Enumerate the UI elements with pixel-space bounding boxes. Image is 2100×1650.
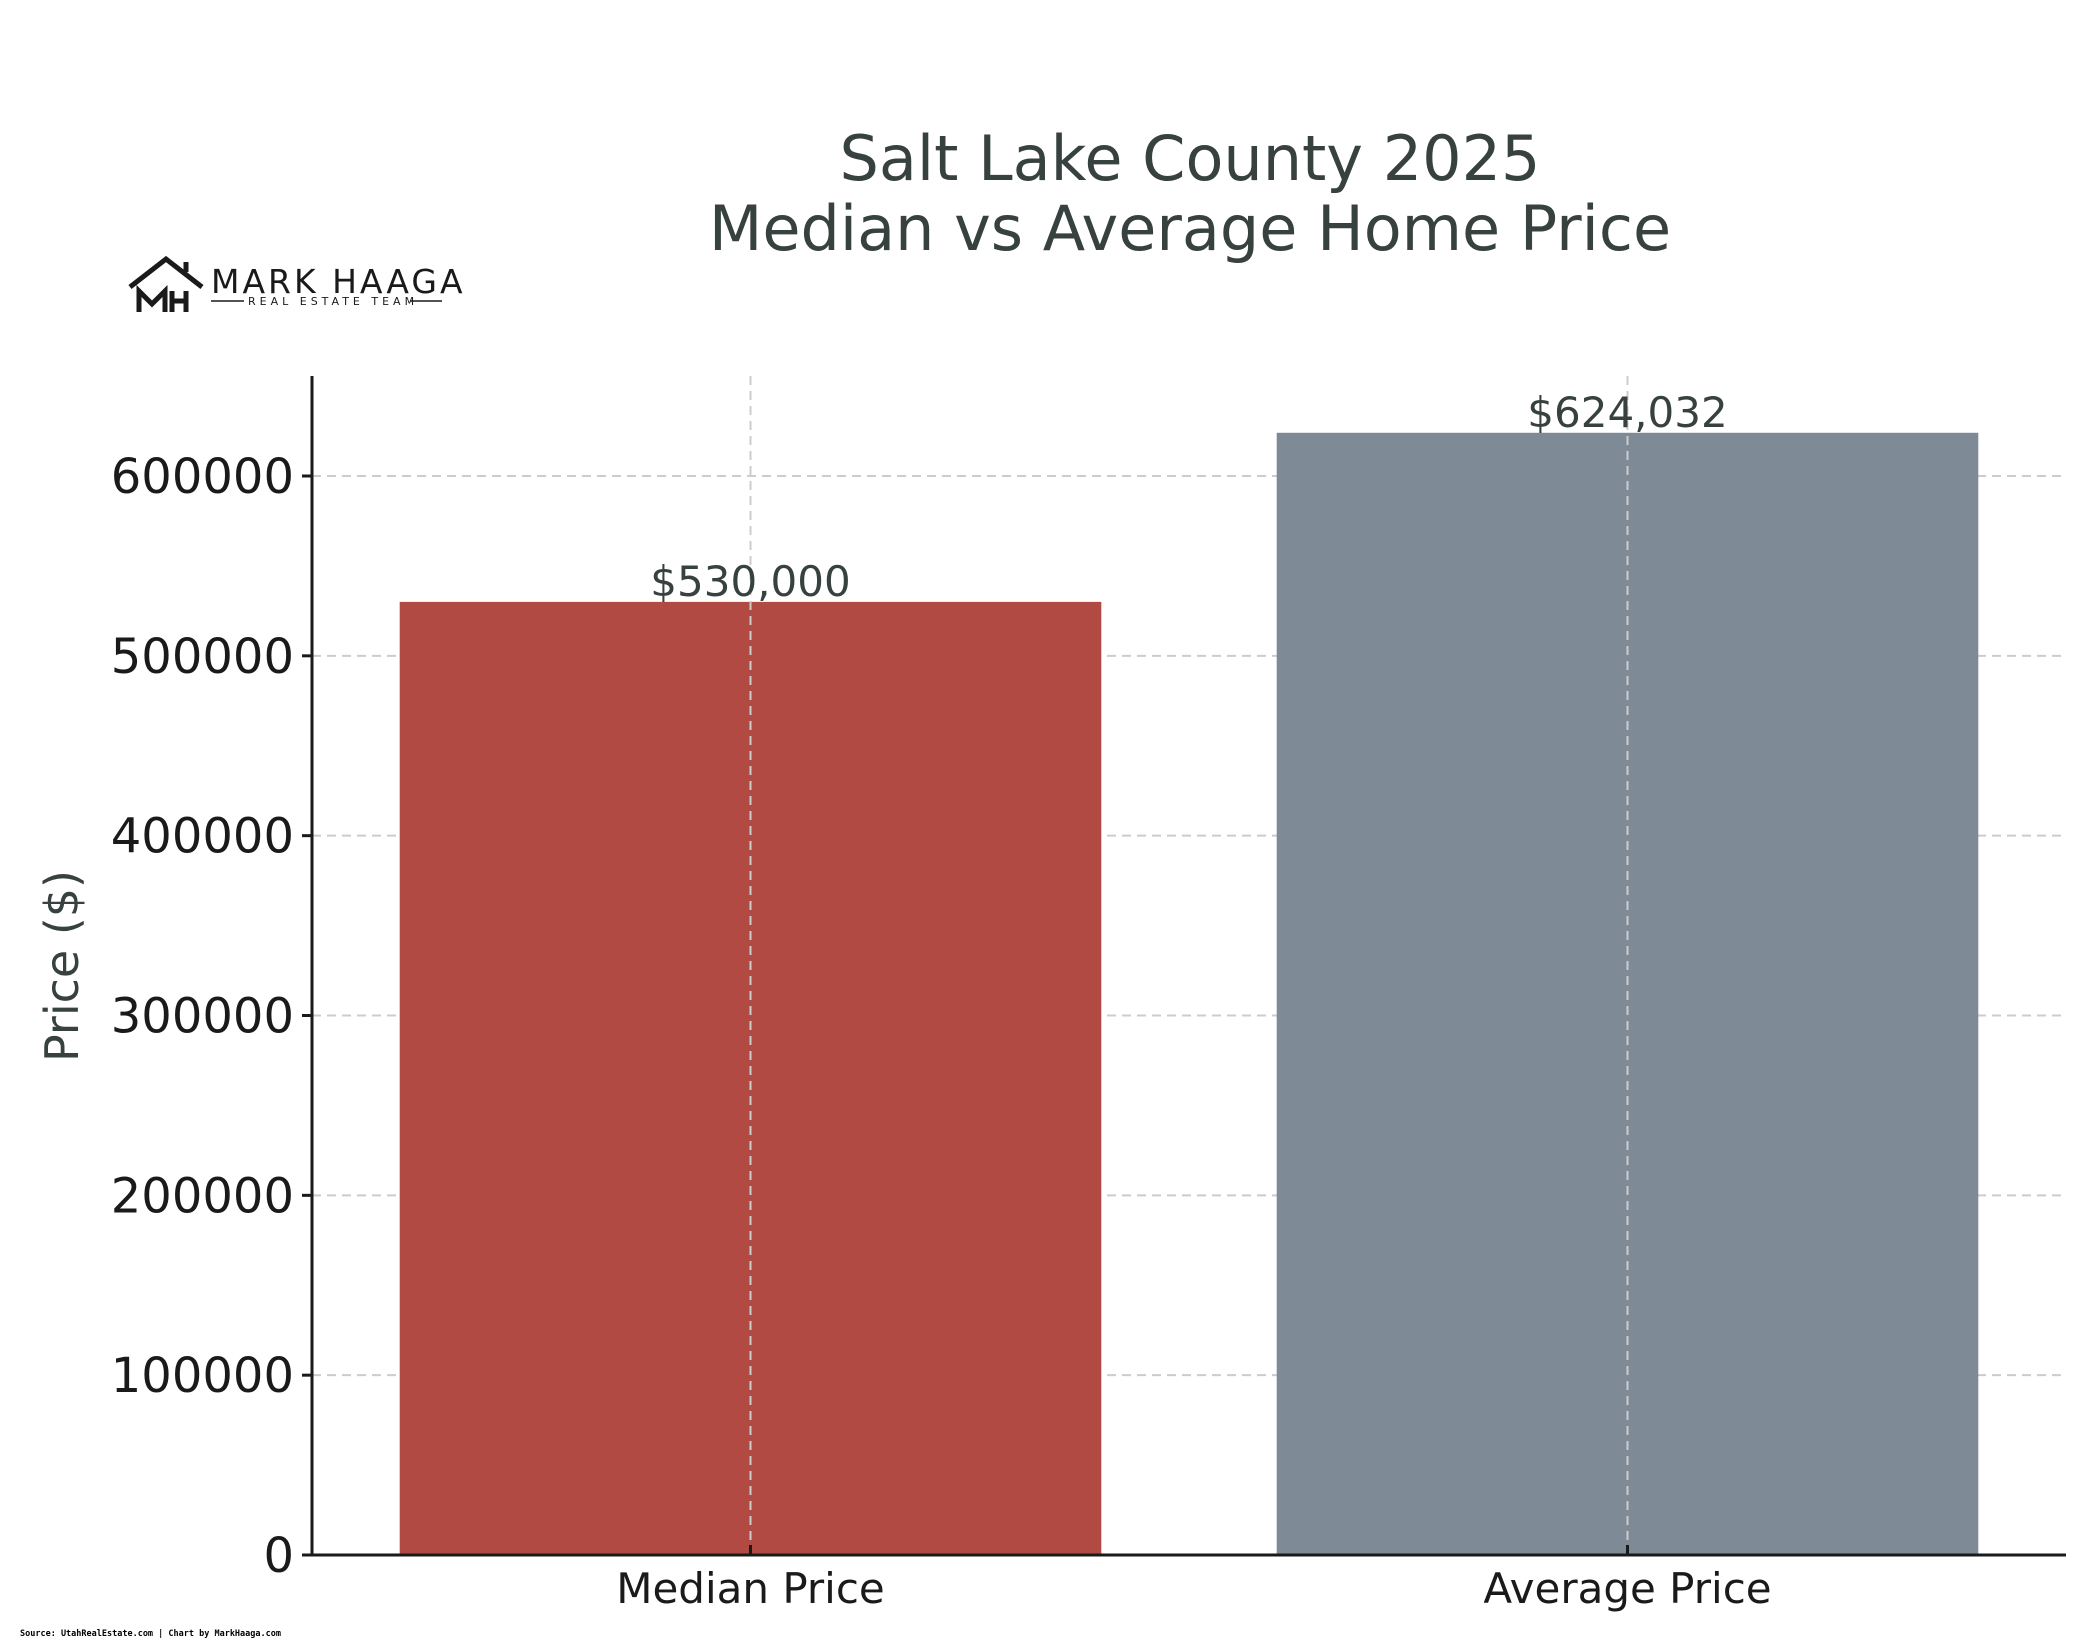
y-tick-label: 300000 [111, 989, 294, 1045]
vertical-gridlines [749, 376, 1629, 1555]
logo-tagline: REAL ESTATE TEAM [248, 295, 418, 308]
y-tick-label: 500000 [111, 629, 294, 685]
x-tick-label: Average Price [1483, 1564, 1771, 1613]
x-tick-label: Median Price [616, 1564, 885, 1613]
data-label: $624,032 [1527, 388, 1727, 437]
data-label: $530,000 [650, 557, 850, 606]
logo-name: MARK HAAGA [211, 262, 466, 301]
house-monogram-icon [128, 255, 204, 312]
x-axis-ticks: Median Price Average Price [616, 1545, 1772, 1613]
company-logo: MARK HAAGA REAL ESTATE TEAM [128, 255, 466, 312]
bars [399, 432, 1979, 1555]
y-tick-label: 0 [263, 1528, 294, 1584]
y-tick-label: 600000 [111, 449, 294, 505]
source-note: Source: UtahRealEstate.com | Chart by Ma… [20, 1629, 281, 1639]
y-tick-label: 200000 [111, 1168, 294, 1224]
y-axis-label: Price ($) [35, 870, 89, 1062]
chart-title-line-2: Median vs Average Home Price [709, 192, 1671, 265]
y-tick-label: 400000 [111, 809, 294, 865]
data-labels: $530,000 $624,032 [650, 388, 1727, 606]
chart-title-line-1: Salt Lake County 2025 [840, 122, 1541, 195]
y-tick-label: 100000 [111, 1348, 294, 1404]
y-axis-ticks: 0 100000 200000 300000 400000 500000 600000 [111, 449, 312, 1584]
